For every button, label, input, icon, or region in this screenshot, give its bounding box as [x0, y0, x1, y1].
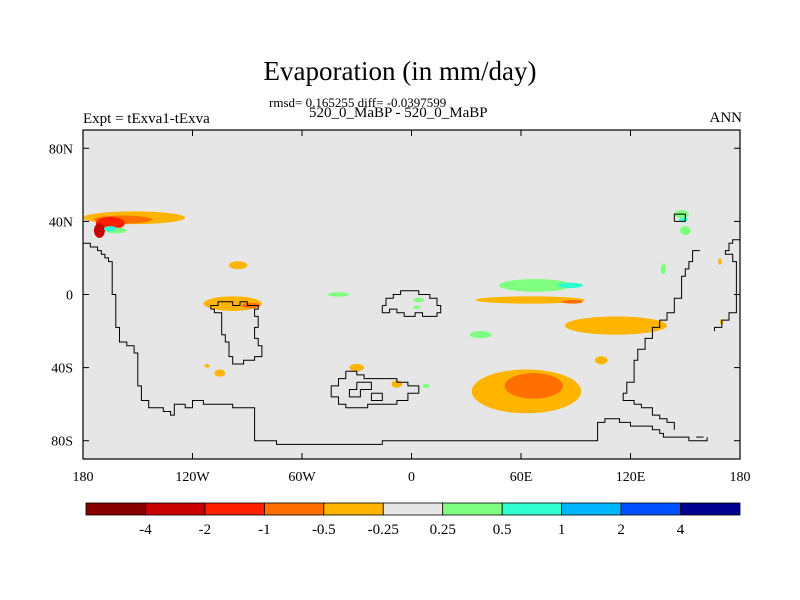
- colorbar-label-0: -4: [139, 522, 152, 538]
- experiment-label: Expt = tExva1-tExva: [83, 111, 210, 127]
- coastline-5: [370, 392, 383, 401]
- anomaly-patch-9: [204, 363, 210, 368]
- colorbar-label-7: 1: [558, 522, 566, 538]
- colorbar-swatch-4: [323, 502, 384, 516]
- anomaly-patch-18: [499, 278, 573, 292]
- anomaly-patch-6: [229, 261, 248, 270]
- x-tick-label-0: 180: [73, 470, 94, 485]
- colorbar-swatch-2: [204, 502, 265, 516]
- plot-background: [83, 130, 740, 459]
- anomaly-patch-29: [660, 263, 667, 275]
- anomaly-patch-3: [93, 223, 105, 238]
- y-tick-label-4: 80S: [51, 435, 73, 450]
- colorbar-swatch-3: [263, 502, 325, 516]
- colorbar: -4 -2 -1 -0.5 -0.25 0.25 0.5 1 2 4: [85, 502, 741, 538]
- anomaly-patch-30: [718, 258, 722, 265]
- colorbar-label-1: -2: [199, 522, 212, 538]
- colorbar-swatch-9: [620, 502, 681, 516]
- colorbar-label-2: -1: [258, 522, 271, 538]
- y-tick-label-3: 40S: [51, 362, 73, 377]
- colorbar-swatch-1: [145, 502, 206, 516]
- coastline-6: [673, 213, 686, 222]
- coastline-3: [330, 370, 420, 409]
- colorbar-label-8: 2: [617, 522, 625, 538]
- coastline-4: [348, 381, 372, 398]
- anomaly-patch-27: [678, 217, 688, 222]
- anomaly-layer: [83, 210, 724, 414]
- anomaly-patch-5: [103, 226, 117, 232]
- anomaly-patch-19: [557, 282, 584, 289]
- colorbar-label-6: 0.5: [493, 522, 512, 538]
- anomaly-patch-28: [679, 225, 691, 236]
- anomaly-patch-17: [469, 331, 492, 339]
- coastline-0: [83, 242, 708, 445]
- x-tick-label-6: 180: [730, 470, 751, 485]
- chart-subtitle: 520_0_MaBP - 520_0_MaBP: [309, 105, 488, 121]
- x-tick-label-3: 0: [408, 470, 415, 485]
- chart-title: Evaporation (in mm/day): [263, 56, 537, 86]
- colorbar-swatch-10: [680, 502, 741, 516]
- coastline-9: [714, 239, 740, 332]
- colorbar-swatch-8: [561, 502, 622, 516]
- y-tick-label-0: 80N: [49, 142, 73, 157]
- colorbar-label-4: -0.25: [368, 522, 399, 538]
- coastline-7: [622, 250, 700, 430]
- anomaly-patch-25: [504, 373, 563, 399]
- anomaly-patch-22: [564, 316, 668, 335]
- anomaly-patch-14: [422, 383, 430, 389]
- colorbar-label-9: 4: [677, 522, 685, 538]
- anomaly-patch-20: [475, 296, 585, 304]
- colorbar-label-5: 0.25: [430, 522, 456, 538]
- anomaly-patch-12: [349, 363, 365, 372]
- colorbar-swatch-6: [442, 502, 503, 516]
- tick-layer: 180 120W 60W 0 60E 120E 180 80N 40N 0 40S 80S: [49, 130, 751, 485]
- x-tick-label-5: 120E: [616, 470, 646, 485]
- colorbar-swatch-7: [501, 502, 563, 516]
- anomaly-patch-21: [561, 299, 584, 304]
- y-tick-label-1: 40N: [49, 215, 73, 230]
- coastline-2: [381, 290, 442, 317]
- anomaly-patch-11: [327, 292, 350, 297]
- season-label: ANN: [709, 110, 743, 126]
- anomaly-patch-15: [413, 297, 425, 303]
- colorbar-swatch-0: [85, 502, 146, 516]
- x-tick-label-1: 120W: [175, 470, 210, 485]
- x-tick-label-4: 60E: [510, 470, 533, 485]
- anomaly-patch-16: [413, 305, 421, 310]
- stats-line: rmsd= 0.165255 diff= -0.0397599: [269, 95, 447, 110]
- anomaly-patch-23: [594, 356, 608, 365]
- x-tick-label-2: 60W: [288, 470, 316, 485]
- colorbar-label-3: -0.5: [312, 522, 336, 538]
- colorbar-swatch-5: [382, 502, 444, 516]
- anomaly-patch-10: [214, 369, 226, 377]
- coastline-layer: [83, 213, 740, 445]
- coastline-1: [210, 301, 263, 365]
- y-tick-label-2: 0: [66, 289, 73, 304]
